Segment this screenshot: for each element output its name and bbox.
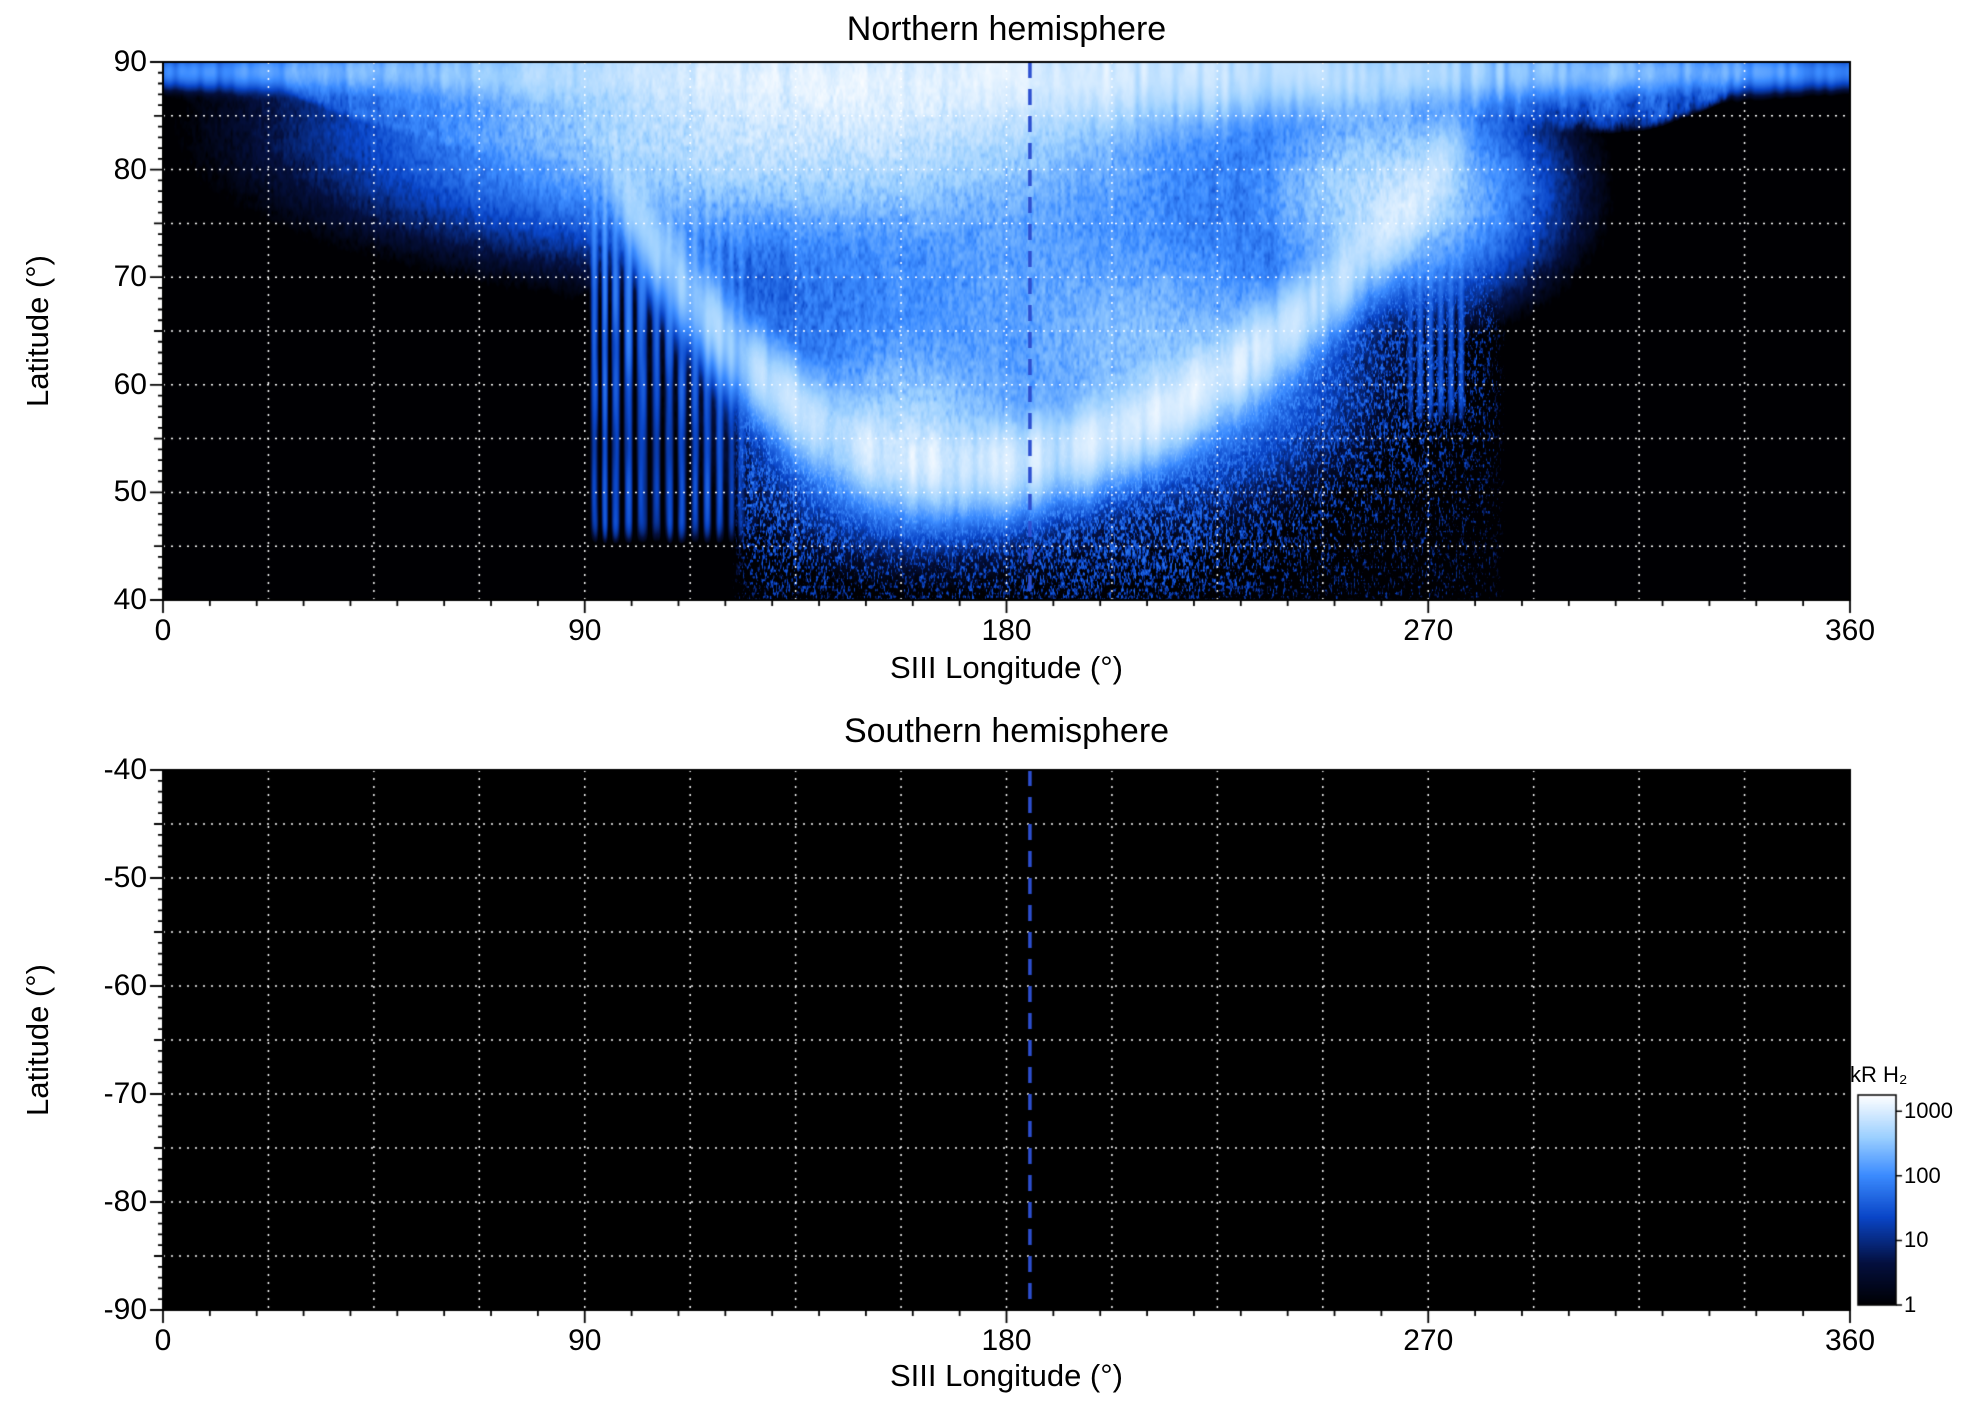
north-x-tick-label: 270	[1403, 614, 1454, 647]
colorbar-title: kR H₂	[1850, 1062, 1908, 1087]
north-y-tick-label: 40	[113, 583, 147, 616]
south-y-tick-label: -90	[103, 1293, 147, 1326]
north-y-tick-label: 90	[113, 45, 147, 78]
south-y-tick-label: -70	[103, 1077, 147, 1110]
north-y-tick-label: 70	[113, 260, 147, 294]
south-y-tick-label: -40	[103, 753, 147, 786]
south-heatmap	[163, 770, 1850, 1310]
colorbar-tick-label: 1	[1904, 1292, 1917, 1317]
south-yaxis-label: Latitude (°)	[20, 964, 55, 1116]
colorbar-tick-label: 100	[1904, 1163, 1941, 1188]
north-x-tick-label: 0	[154, 614, 172, 647]
south-x-tick-label: 360	[1824, 1324, 1876, 1357]
south-x-tick-label: 0	[154, 1324, 172, 1357]
south-y-tick-label: -80	[103, 1185, 147, 1218]
colorbar-tick-label: 10	[1904, 1227, 1929, 1252]
south-x-tick-label: 90	[568, 1324, 602, 1357]
north-xaxis-label: SIII Longitude (°)	[890, 650, 1123, 685]
north-heatmap	[163, 62, 1850, 600]
north-y-tick-label: 50	[113, 475, 147, 509]
south-panel-title: Southern hemisphere	[843, 712, 1170, 750]
north-x-tick-label: 90	[568, 614, 602, 647]
south-xaxis-label: SIII Longitude (°)	[890, 1358, 1123, 1393]
north-panel-title: Northern hemisphere	[846, 10, 1167, 48]
north-y-tick-label: 60	[113, 367, 147, 401]
north-y-tick-label: 80	[113, 152, 147, 186]
south-y-tick-label: -60	[103, 969, 147, 1002]
north-x-tick-label: 180	[981, 614, 1032, 647]
north-yaxis-label: Latitude (°)	[20, 255, 55, 407]
south-y-tick-label: -50	[103, 861, 147, 894]
colorbar-tick-label: 1000	[1904, 1098, 1953, 1123]
south-x-tick-label: 270	[1403, 1324, 1454, 1357]
north-x-tick-label: 360	[1824, 614, 1876, 647]
south-x-tick-label: 180	[981, 1324, 1032, 1357]
